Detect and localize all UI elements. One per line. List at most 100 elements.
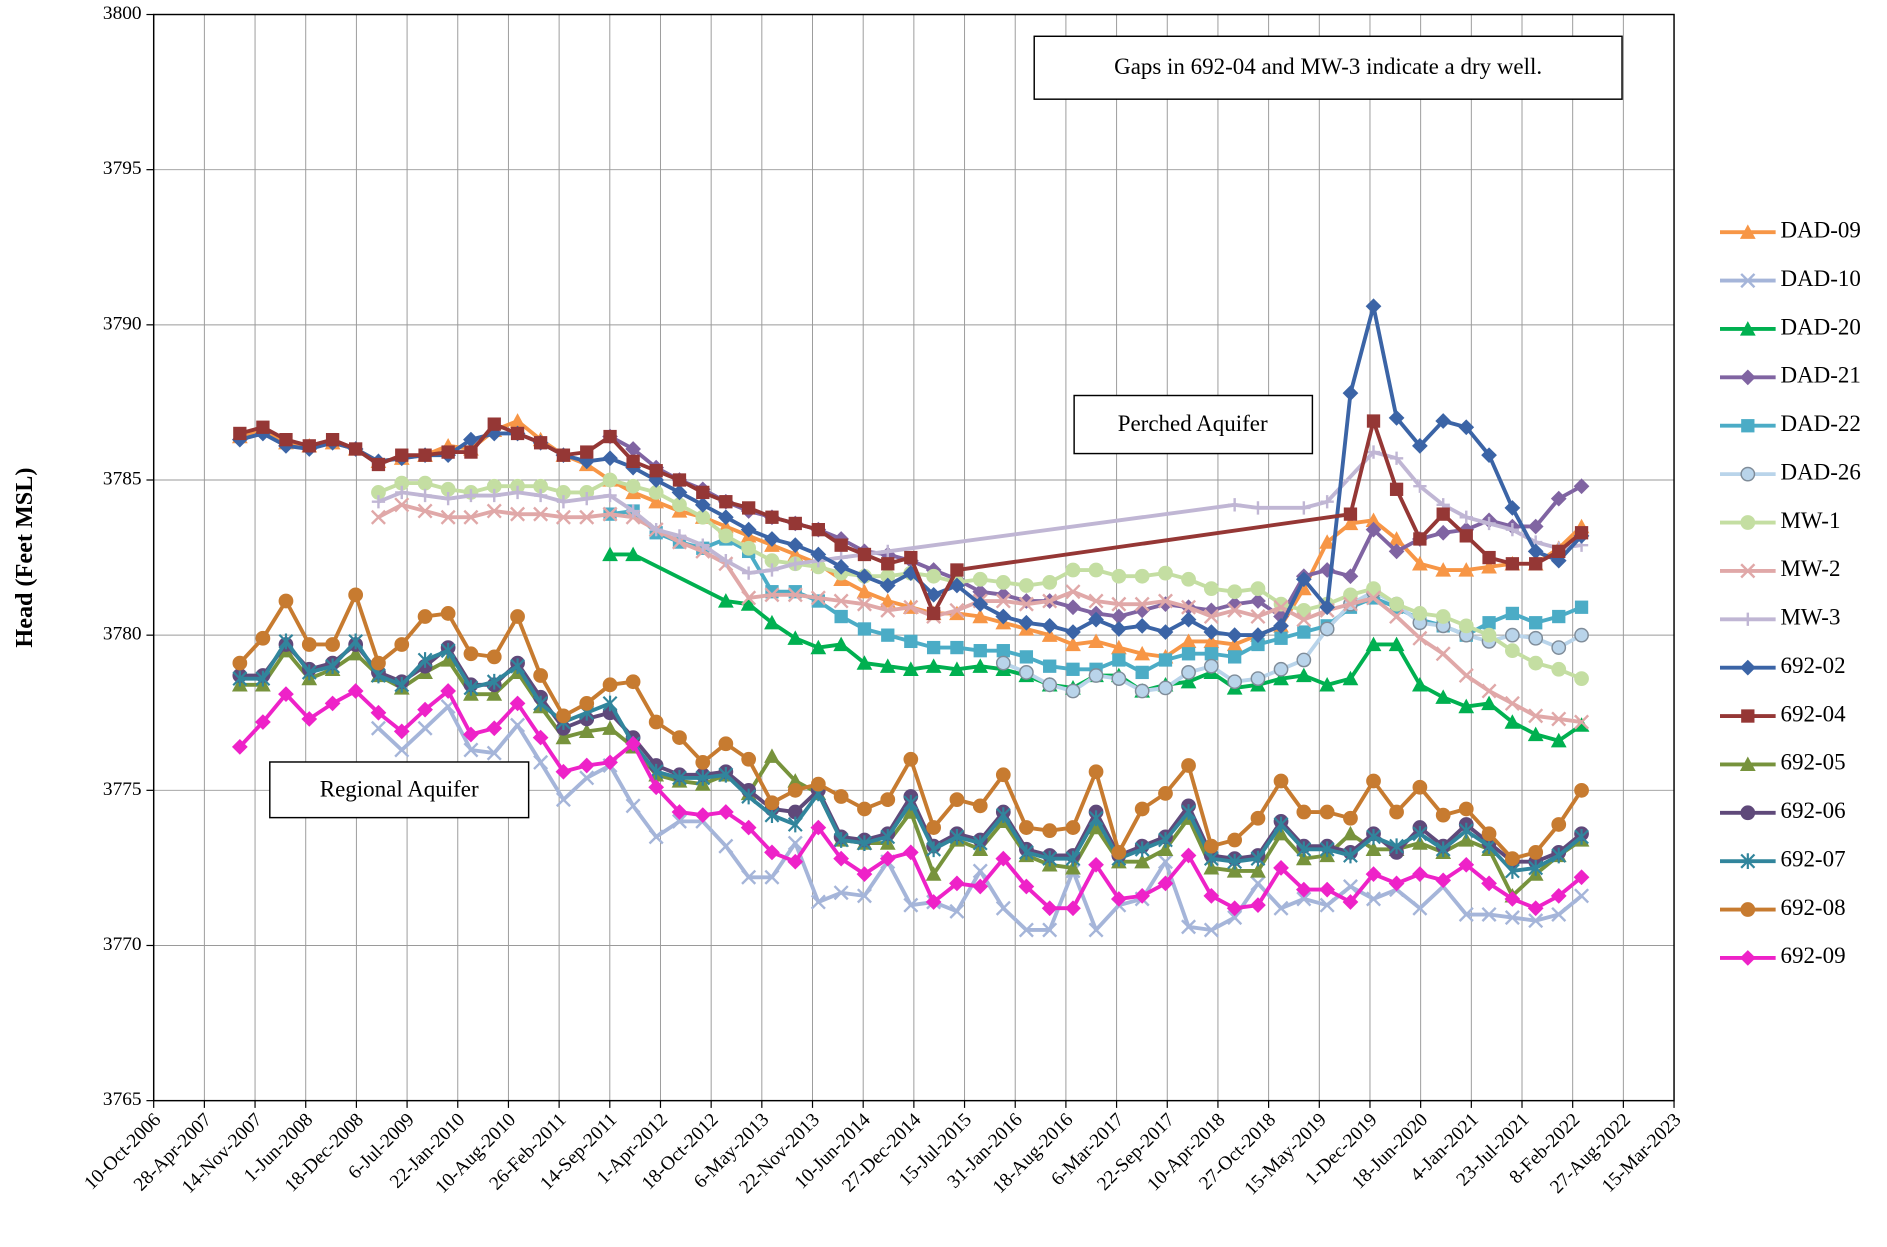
marker <box>1088 593 1104 609</box>
marker <box>833 593 849 609</box>
marker <box>1481 695 1497 711</box>
marker <box>1066 662 1080 676</box>
marker <box>719 495 733 509</box>
marker <box>1412 606 1428 621</box>
marker <box>972 658 989 673</box>
marker <box>903 794 919 811</box>
marker <box>764 531 780 547</box>
marker <box>1203 838 1219 854</box>
marker <box>1343 847 1358 864</box>
marker <box>533 668 548 683</box>
marker <box>1273 860 1289 876</box>
marker <box>533 506 549 522</box>
marker <box>1342 596 1358 612</box>
marker <box>972 863 988 879</box>
marker <box>996 644 1010 658</box>
marker <box>856 866 873 882</box>
marker <box>1135 665 1149 680</box>
marker <box>463 509 479 525</box>
marker <box>394 637 410 652</box>
marker <box>1365 521 1382 538</box>
marker <box>787 816 803 833</box>
marker <box>1180 847 1197 864</box>
marker <box>856 583 873 599</box>
marker <box>857 801 872 817</box>
marker <box>856 655 873 670</box>
marker <box>1180 611 1197 628</box>
marker <box>417 609 433 624</box>
marker <box>1042 593 1058 609</box>
series <box>371 472 1589 686</box>
marker <box>602 472 618 488</box>
marker <box>1180 673 1197 689</box>
marker <box>1574 526 1589 540</box>
legend-label: DAD-20 <box>1780 314 1860 339</box>
marker <box>1550 887 1567 904</box>
marker <box>394 497 410 513</box>
marker <box>486 720 503 737</box>
marker <box>1740 273 1756 289</box>
marker <box>718 766 734 783</box>
legend-label: 692-07 <box>1780 846 1845 871</box>
legend-label: DAD-26 <box>1780 459 1860 484</box>
marker <box>787 853 804 870</box>
marker <box>463 646 479 662</box>
marker <box>1157 624 1174 640</box>
marker <box>672 770 687 786</box>
marker <box>395 485 409 500</box>
marker <box>487 417 501 431</box>
marker <box>1504 695 1520 711</box>
marker <box>1111 568 1127 584</box>
marker <box>1181 919 1197 935</box>
marker <box>602 695 618 712</box>
marker <box>904 550 918 565</box>
marker <box>1573 869 1590 886</box>
marker <box>857 835 872 851</box>
marker <box>1435 646 1451 662</box>
marker <box>1458 562 1475 577</box>
marker <box>1042 922 1058 938</box>
marker <box>1110 621 1127 637</box>
marker <box>1181 758 1196 773</box>
marker <box>626 454 640 469</box>
y-tick-label: 3795 <box>103 158 142 179</box>
marker <box>1273 816 1289 833</box>
marker <box>1158 832 1173 848</box>
marker <box>856 888 872 904</box>
marker <box>1458 801 1474 817</box>
marker <box>278 686 294 702</box>
marker <box>1250 627 1266 644</box>
note-box: Perched Aquifer <box>1073 394 1314 455</box>
marker <box>926 841 942 858</box>
marker <box>1319 676 1336 692</box>
marker <box>718 736 734 752</box>
marker <box>1041 900 1058 917</box>
marker <box>1227 853 1243 870</box>
marker <box>1366 891 1382 907</box>
marker <box>1389 609 1405 625</box>
marker <box>764 795 780 811</box>
marker <box>879 577 896 594</box>
marker <box>464 445 478 459</box>
marker <box>486 686 503 701</box>
marker <box>1134 683 1150 699</box>
marker <box>926 606 941 621</box>
marker <box>1574 671 1589 686</box>
marker <box>1551 661 1567 677</box>
marker <box>1482 516 1496 531</box>
marker <box>463 742 479 758</box>
marker <box>1527 518 1544 535</box>
marker <box>1574 600 1589 614</box>
marker <box>1342 825 1359 841</box>
legend-label: MW-1 <box>1780 508 1840 533</box>
marker <box>626 504 640 518</box>
marker <box>1296 602 1312 618</box>
marker <box>625 735 641 752</box>
marker <box>1251 501 1265 515</box>
marker <box>1203 609 1219 625</box>
marker <box>1157 593 1173 609</box>
marker <box>1065 624 1081 640</box>
marker <box>441 491 455 506</box>
marker <box>255 630 271 646</box>
marker <box>347 645 364 661</box>
